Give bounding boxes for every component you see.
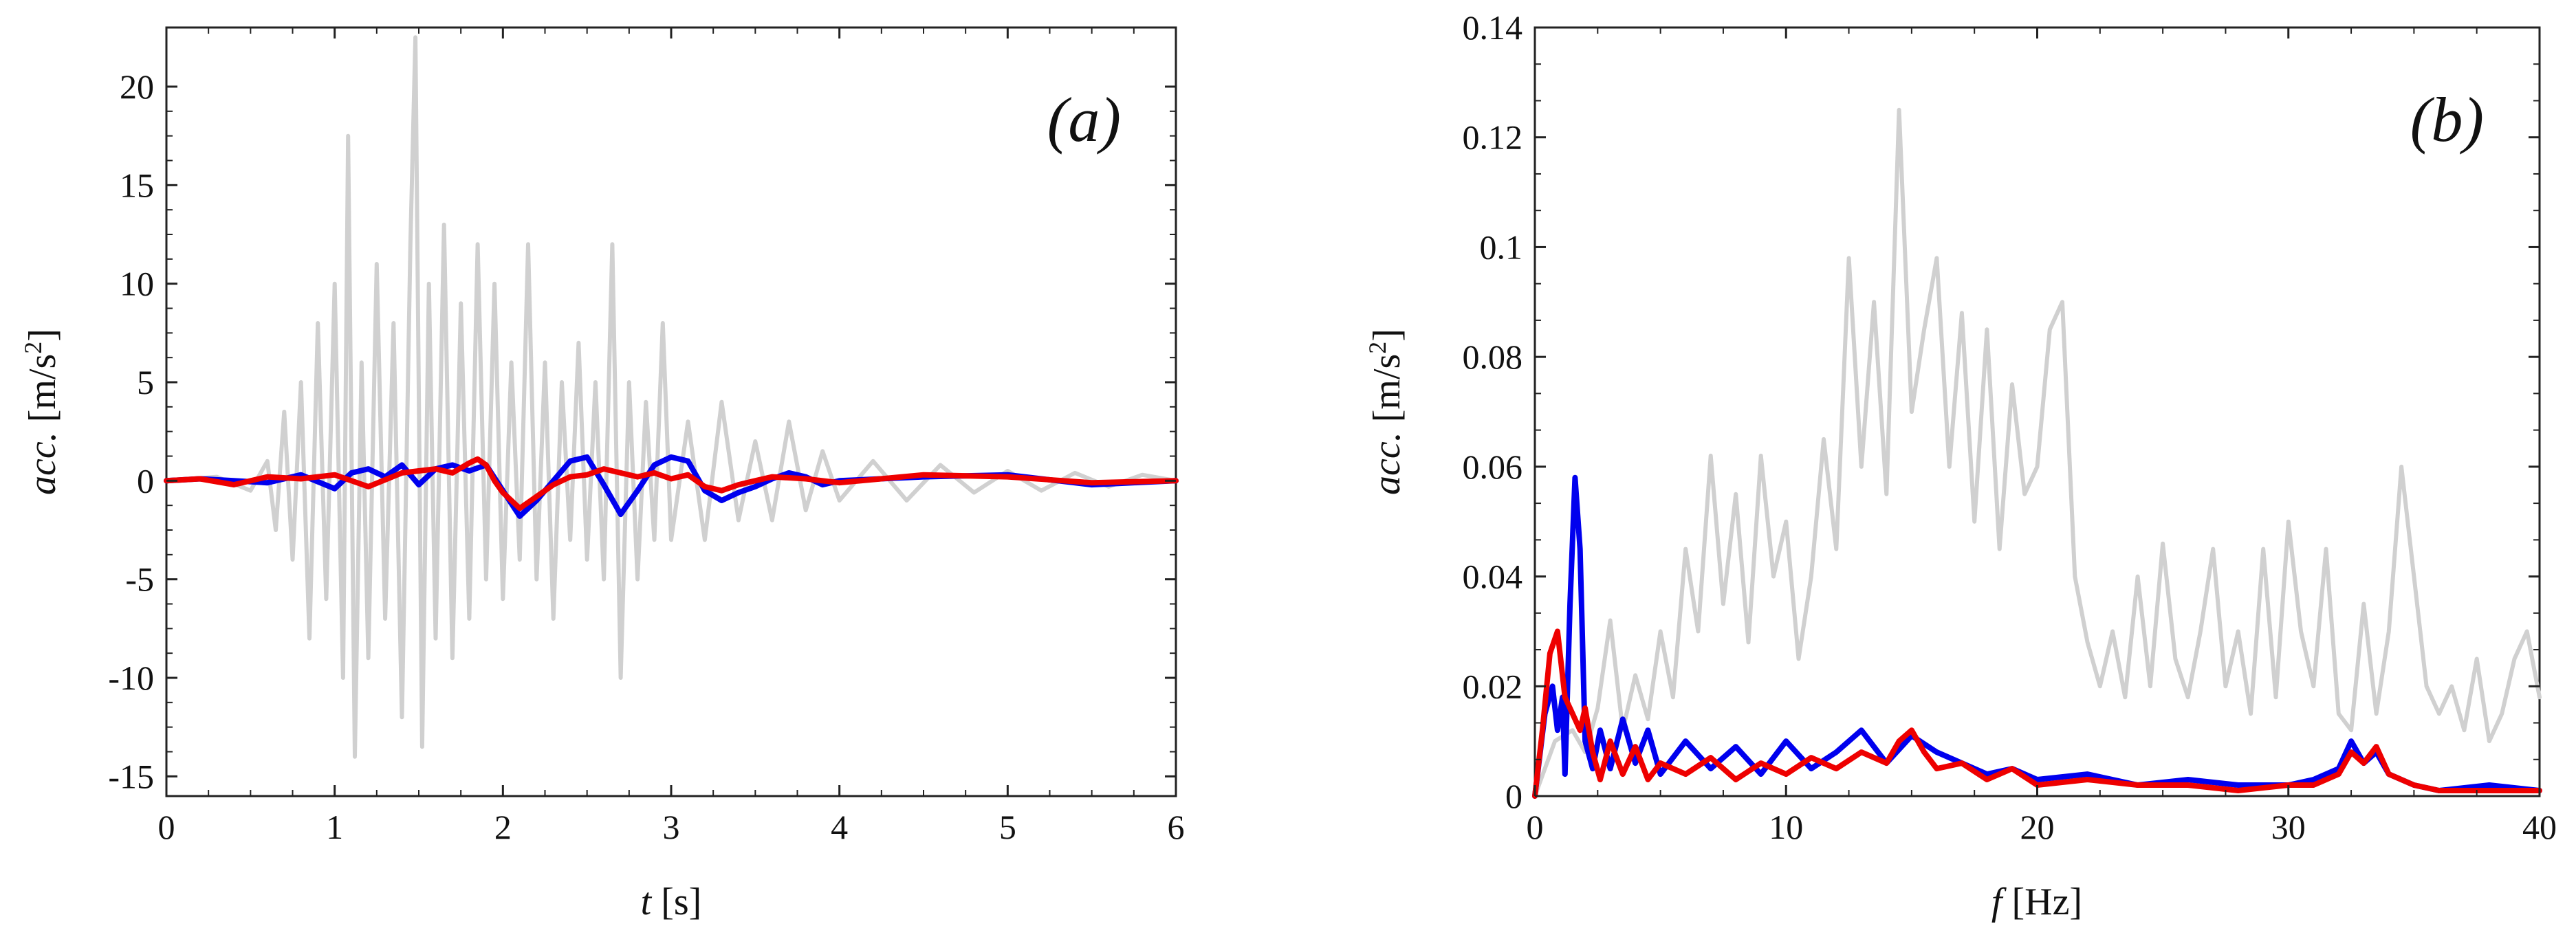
panel-b-tag: (b) (2410, 85, 2484, 155)
panel-b-y-unit-end: ] (1366, 329, 1408, 342)
panel-a-x-tick-label: 2 (494, 808, 512, 846)
panel-b-y-unit: [m/s (1366, 354, 1408, 432)
panel-b-x-unit: [Hz] (2002, 881, 2082, 923)
panel-a-x-tick-label: 3 (663, 808, 680, 846)
panel-a-y-tick-label: 20 (120, 67, 154, 106)
panel-a-y-unit-sup: 2 (19, 342, 47, 354)
panel-b-series-group (1532, 107, 2542, 799)
panel-a-y-tick-label: -10 (108, 659, 154, 697)
panel-a-series-group (164, 35, 1179, 759)
panel-a-ticks-group: 0 1 2 3 4 5 6 -15 -10 -5 0 5 10 15 20 (108, 27, 1185, 846)
panel-a-y-unit: [m/s (21, 354, 64, 432)
panel-a-y-tick-label: 15 (120, 166, 154, 204)
panel-b-y-var: acc. (1366, 432, 1408, 495)
panel-a-frame (165, 26, 1177, 797)
panel-a-y-tick-label: -5 (125, 560, 154, 599)
panel-a-y-axis-label: acc. [m/s2] (19, 329, 64, 495)
panel-a-tag: (a) (1047, 85, 1121, 155)
panel-b-y-tick-label: 0.08 (1463, 338, 1523, 376)
panel-a-x-axis-label: t [s] (641, 881, 702, 923)
panel-b-x-tick-label: 40 (2522, 808, 2557, 846)
panel-b-y-axis-label: acc. [m/s2] (1364, 329, 1408, 495)
panel-a-x-unit: [s] (651, 881, 701, 923)
panel-a-x-var: t (641, 881, 653, 923)
panel-a-y-unit-end: ] (21, 329, 64, 342)
panel-a-x-tick-label: 1 (326, 808, 343, 846)
panel-a-y-tick-label: -15 (108, 757, 154, 795)
panel-b-series-gray (1533, 107, 2542, 798)
panel-b-x-axis-label: f [Hz] (1991, 881, 2082, 923)
panel-b-series-red (1532, 628, 2542, 799)
panel-b-x-tick-label: 20 (2020, 808, 2055, 846)
panel-a-series-red (164, 456, 1179, 511)
panel-a-x-tick-label: 0 (158, 808, 175, 846)
panel-b-y-tick-label: 0.1 (1480, 228, 1523, 266)
panel-a-y-var: acc. (21, 432, 64, 495)
panel-b-x-tick-label: 30 (2271, 808, 2306, 846)
panel-b-x-tick-label: 0 (1527, 808, 1544, 846)
panel-b-y-tick-label: 0.04 (1463, 558, 1523, 596)
panel-a-x-tick-label: 4 (831, 808, 848, 846)
panel-a-series-blue (164, 454, 1179, 519)
panel-a-y-tick-label: 0 (137, 461, 154, 500)
panel-a-y-tick-label: 5 (137, 363, 154, 401)
panel-a-x-tick-label: 6 (1168, 808, 1185, 846)
panel-b-ticks-group: 0 10 20 30 40 0 0.02 0.04 0.06 0.08 0.1 0.12 0.14 (1463, 8, 2557, 846)
panel-b: 0 10 20 30 40 0 0.02 0.04 0.06 0.08 0.1 0.12 0.14 (b… (1364, 8, 2557, 923)
panel-b-series-blue (1532, 474, 2542, 799)
panel-b-frame (1533, 26, 2541, 797)
panel-a-y-tick-label: 10 (120, 265, 154, 303)
panel-a-series-gray (164, 35, 1178, 759)
panel-b-y-tick-label: 0.12 (1463, 118, 1523, 157)
panel-b-y-tick-label: 0.02 (1463, 667, 1523, 705)
panel-b-x-tick-label: 10 (1769, 808, 1803, 846)
panel-a: 0 1 2 3 4 5 6 -15 -10 -5 0 5 10 15 20 (a) t [s] acc. [… (19, 26, 1185, 923)
panel-b-y-tick-label: 0.14 (1463, 8, 1523, 47)
panel-a-x-tick-label: 5 (999, 808, 1016, 846)
panel-b-y-unit-sup: 2 (1364, 342, 1391, 354)
panel-b-y-tick-label: 0 (1505, 777, 1522, 815)
panel-b-y-tick-label: 0.06 (1463, 448, 1523, 486)
